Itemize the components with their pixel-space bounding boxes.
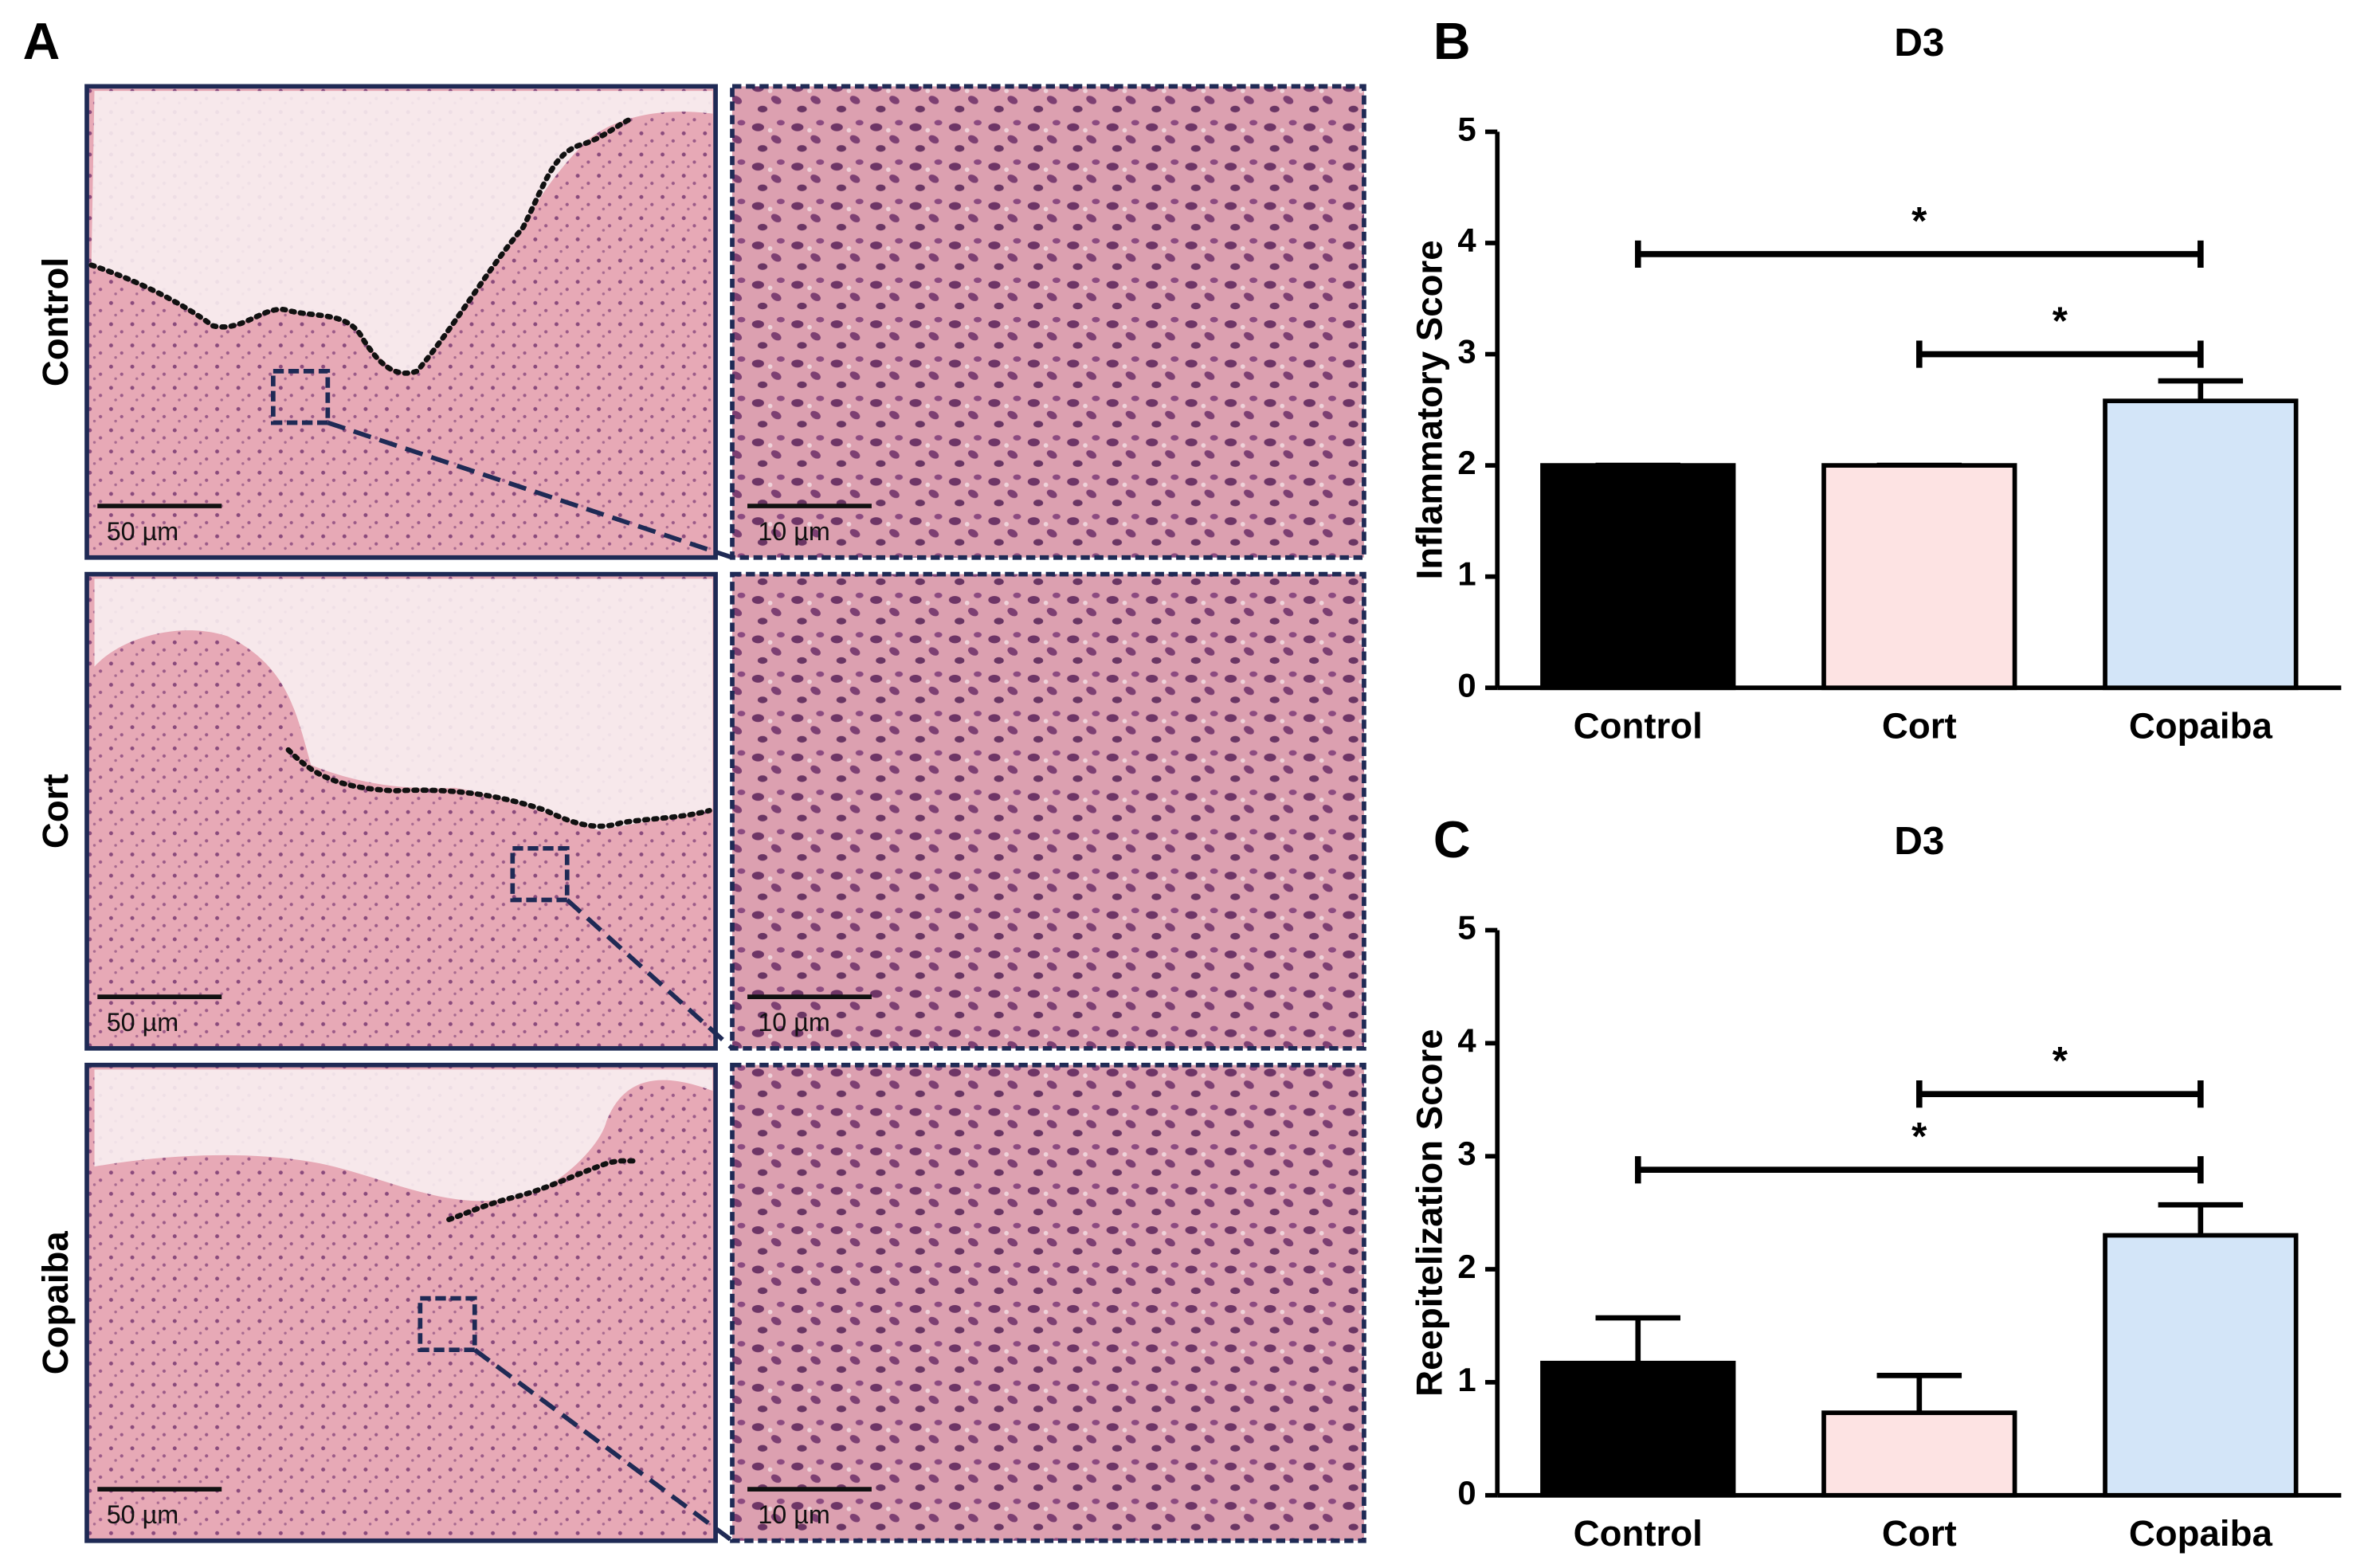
x-tick-label: Copaiba [2129, 706, 2273, 747]
bar [1540, 463, 1736, 691]
row-label: Cort [35, 774, 76, 849]
y-tick-label: 5 [1457, 909, 1476, 947]
wound-margin [285, 747, 712, 829]
chart-title: D3 [1894, 819, 1944, 863]
histology-zoom [730, 571, 1366, 1051]
x-tick-label: Cort [1882, 1513, 1957, 1554]
significance-label: * [1911, 1115, 1927, 1158]
scale-label: 50 µm [107, 517, 178, 546]
bar [2103, 398, 2299, 691]
scale-label: 10 µm [758, 517, 829, 546]
bar [1821, 463, 2017, 691]
significance-label: * [2052, 300, 2068, 343]
zoom-box [418, 1296, 477, 1353]
zoom-box [271, 369, 331, 425]
wound-area [94, 1069, 713, 1201]
scale-label: 50 µm [107, 1008, 178, 1037]
row-label: Control [35, 257, 76, 386]
x-tick-label: Control [1574, 1513, 1703, 1554]
y-tick-label: 5 [1457, 110, 1476, 147]
wound-margin [88, 115, 637, 376]
significance-label: * [2052, 1039, 2068, 1083]
x-tick-label: Cort [1882, 706, 1957, 747]
scale-label: 50 µm [107, 1500, 178, 1529]
y-tick-label: 2 [1457, 444, 1476, 481]
y-tick-label: 3 [1457, 333, 1476, 370]
chart-title: D3 [1894, 21, 1944, 65]
y-axis-label: Reepitelization Score [1409, 1029, 1450, 1396]
histology-zoom [730, 1062, 1366, 1543]
zoom-connector [565, 898, 734, 1050]
zoom-box [510, 845, 570, 903]
scale-label: 10 µm [758, 1500, 829, 1529]
panel-label: A [23, 12, 61, 70]
panel-label: B [1433, 12, 1471, 70]
x-tick-label: Control [1574, 706, 1703, 747]
significance-label: * [1911, 199, 1927, 243]
zoom-connector [327, 420, 733, 560]
x-tick-label: Copaiba [2129, 1513, 2273, 1554]
histology-zoom [730, 84, 1366, 560]
y-tick-label: 0 [1457, 666, 1476, 704]
bar [2103, 1233, 2299, 1498]
y-axis-label: Inflammatory Score [1409, 240, 1450, 579]
bar [1821, 1410, 2017, 1498]
y-tick-label: 2 [1457, 1248, 1476, 1285]
y-tick-label: 3 [1457, 1135, 1476, 1172]
wound-area [94, 578, 713, 830]
scale-label: 10 µm [758, 1008, 829, 1037]
row-label: Copaiba [35, 1231, 76, 1375]
y-tick-label: 1 [1457, 555, 1476, 593]
y-tick-label: 1 [1457, 1361, 1476, 1398]
y-tick-label: 4 [1457, 221, 1476, 259]
bar [1540, 1360, 1736, 1498]
wound-margin [446, 1158, 640, 1222]
y-tick-label: 4 [1457, 1021, 1476, 1059]
panel-label: C [1433, 810, 1471, 868]
y-tick-label: 0 [1457, 1474, 1476, 1511]
